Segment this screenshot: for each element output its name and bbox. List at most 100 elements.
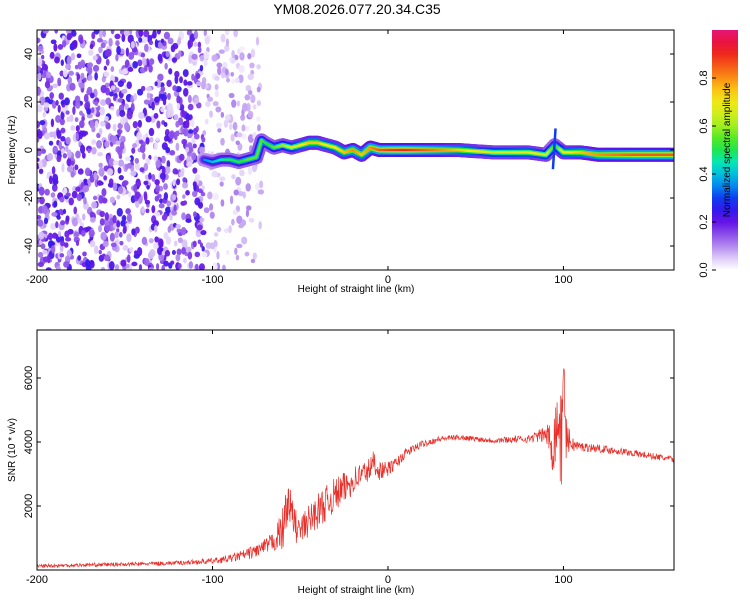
noise-speckle <box>126 81 132 90</box>
noise-speckle <box>155 183 160 193</box>
noise-speckle <box>79 37 84 45</box>
noise-speckle <box>58 208 63 214</box>
noise-speckle <box>83 93 89 103</box>
noise-speckle <box>248 89 253 96</box>
noise-speckle <box>37 57 43 67</box>
noise-speckle <box>179 153 185 161</box>
noise-speckle <box>37 120 41 129</box>
noise-speckle <box>76 193 83 201</box>
noise-speckle <box>60 59 65 66</box>
noise-speckle <box>146 184 150 190</box>
noise-speckle <box>169 213 173 221</box>
noise-speckle <box>229 195 234 205</box>
noise-speckle <box>37 45 44 52</box>
noise-speckle <box>126 162 132 169</box>
noise-speckle <box>228 123 233 131</box>
noise-speckle <box>136 246 143 257</box>
noise-speckle <box>44 80 51 89</box>
noise-speckle <box>131 228 136 236</box>
noise-speckle <box>211 170 218 178</box>
noise-speckle <box>145 208 150 214</box>
noise-speckle <box>108 91 114 97</box>
noise-speckle <box>191 152 197 161</box>
noise-speckle <box>133 250 138 256</box>
noise-speckle <box>101 188 107 197</box>
noise-speckle <box>115 53 119 62</box>
noise-speckle <box>117 80 124 87</box>
noise-speckle <box>241 133 247 140</box>
noise-speckle <box>57 44 64 50</box>
noise-speckle <box>120 220 126 227</box>
noise-speckle <box>82 213 86 221</box>
noise-speckle <box>110 242 117 248</box>
noise-speckle <box>192 167 198 174</box>
noise-speckle <box>87 62 94 68</box>
noise-speckle <box>153 242 159 250</box>
colorbar-tick-label: 0.8 <box>698 70 710 85</box>
noise-speckle <box>37 87 41 96</box>
noise-speckle <box>126 213 132 222</box>
noise-speckle <box>71 30 77 37</box>
noise-speckle <box>193 41 198 48</box>
noise-speckle <box>128 51 135 60</box>
noise-speckle <box>130 40 135 49</box>
noise-speckle <box>122 68 129 75</box>
noise-speckle <box>41 63 49 72</box>
noise-speckle <box>82 251 87 257</box>
noise-speckle <box>214 75 220 81</box>
noise-speckle <box>143 99 150 105</box>
noise-speckle <box>89 43 94 50</box>
noise-speckle <box>148 64 153 73</box>
noise-speckle <box>114 264 120 270</box>
noise-speckle <box>61 163 65 173</box>
noise-speckle <box>105 58 110 66</box>
noise-speckle <box>166 200 172 207</box>
noise-speckle <box>89 240 96 248</box>
noise-speckle <box>174 70 180 78</box>
noise-speckle <box>162 98 167 106</box>
noise-speckle <box>201 136 206 143</box>
noise-speckle <box>147 251 154 260</box>
noise-speckle <box>116 207 123 217</box>
noise-speckle <box>60 240 65 247</box>
noise-speckle <box>233 189 239 196</box>
noise-speckle <box>175 223 182 230</box>
snr-x-tick-label: -100 <box>201 574 223 586</box>
snr-x-axis: -200 -100 0 100 <box>26 330 573 586</box>
noise-speckle <box>56 155 62 163</box>
noise-speckle <box>138 139 144 144</box>
noise-speckle <box>89 174 95 183</box>
noise-speckle <box>42 249 48 255</box>
noise-speckle <box>148 58 155 65</box>
noise-speckle <box>63 242 69 248</box>
noise-speckle <box>209 110 213 118</box>
noise-speckle <box>116 109 121 117</box>
noise-speckle <box>119 240 124 246</box>
noise-speckle <box>50 223 57 230</box>
noise-speckle <box>220 33 226 43</box>
noise-speckle <box>237 191 244 197</box>
noise-speckle <box>131 147 136 154</box>
noise-speckle <box>144 199 151 205</box>
colorbar-label: Normalized spectral amplitude <box>722 82 733 217</box>
noise-speckle <box>103 175 108 181</box>
noise-speckle <box>93 30 100 35</box>
noise-speckle <box>58 92 64 100</box>
noise-speckle <box>42 69 47 77</box>
noise-speckle <box>126 254 131 263</box>
noise-speckle <box>231 99 237 108</box>
noise-speckle <box>37 37 41 44</box>
noise-speckle <box>181 212 186 221</box>
noise-speckle <box>155 79 162 88</box>
noise-speckle <box>112 95 117 102</box>
noise-speckle <box>70 52 76 61</box>
noise-speckle <box>163 192 169 201</box>
noise-speckle <box>141 57 146 64</box>
noise-speckle <box>94 178 99 188</box>
noise-speckle <box>55 100 59 106</box>
noise-speckle <box>229 56 234 62</box>
noise-speckle <box>64 230 70 238</box>
noise-speckle <box>183 127 189 137</box>
noise-speckle <box>188 55 193 64</box>
noise-speckle <box>250 94 256 104</box>
